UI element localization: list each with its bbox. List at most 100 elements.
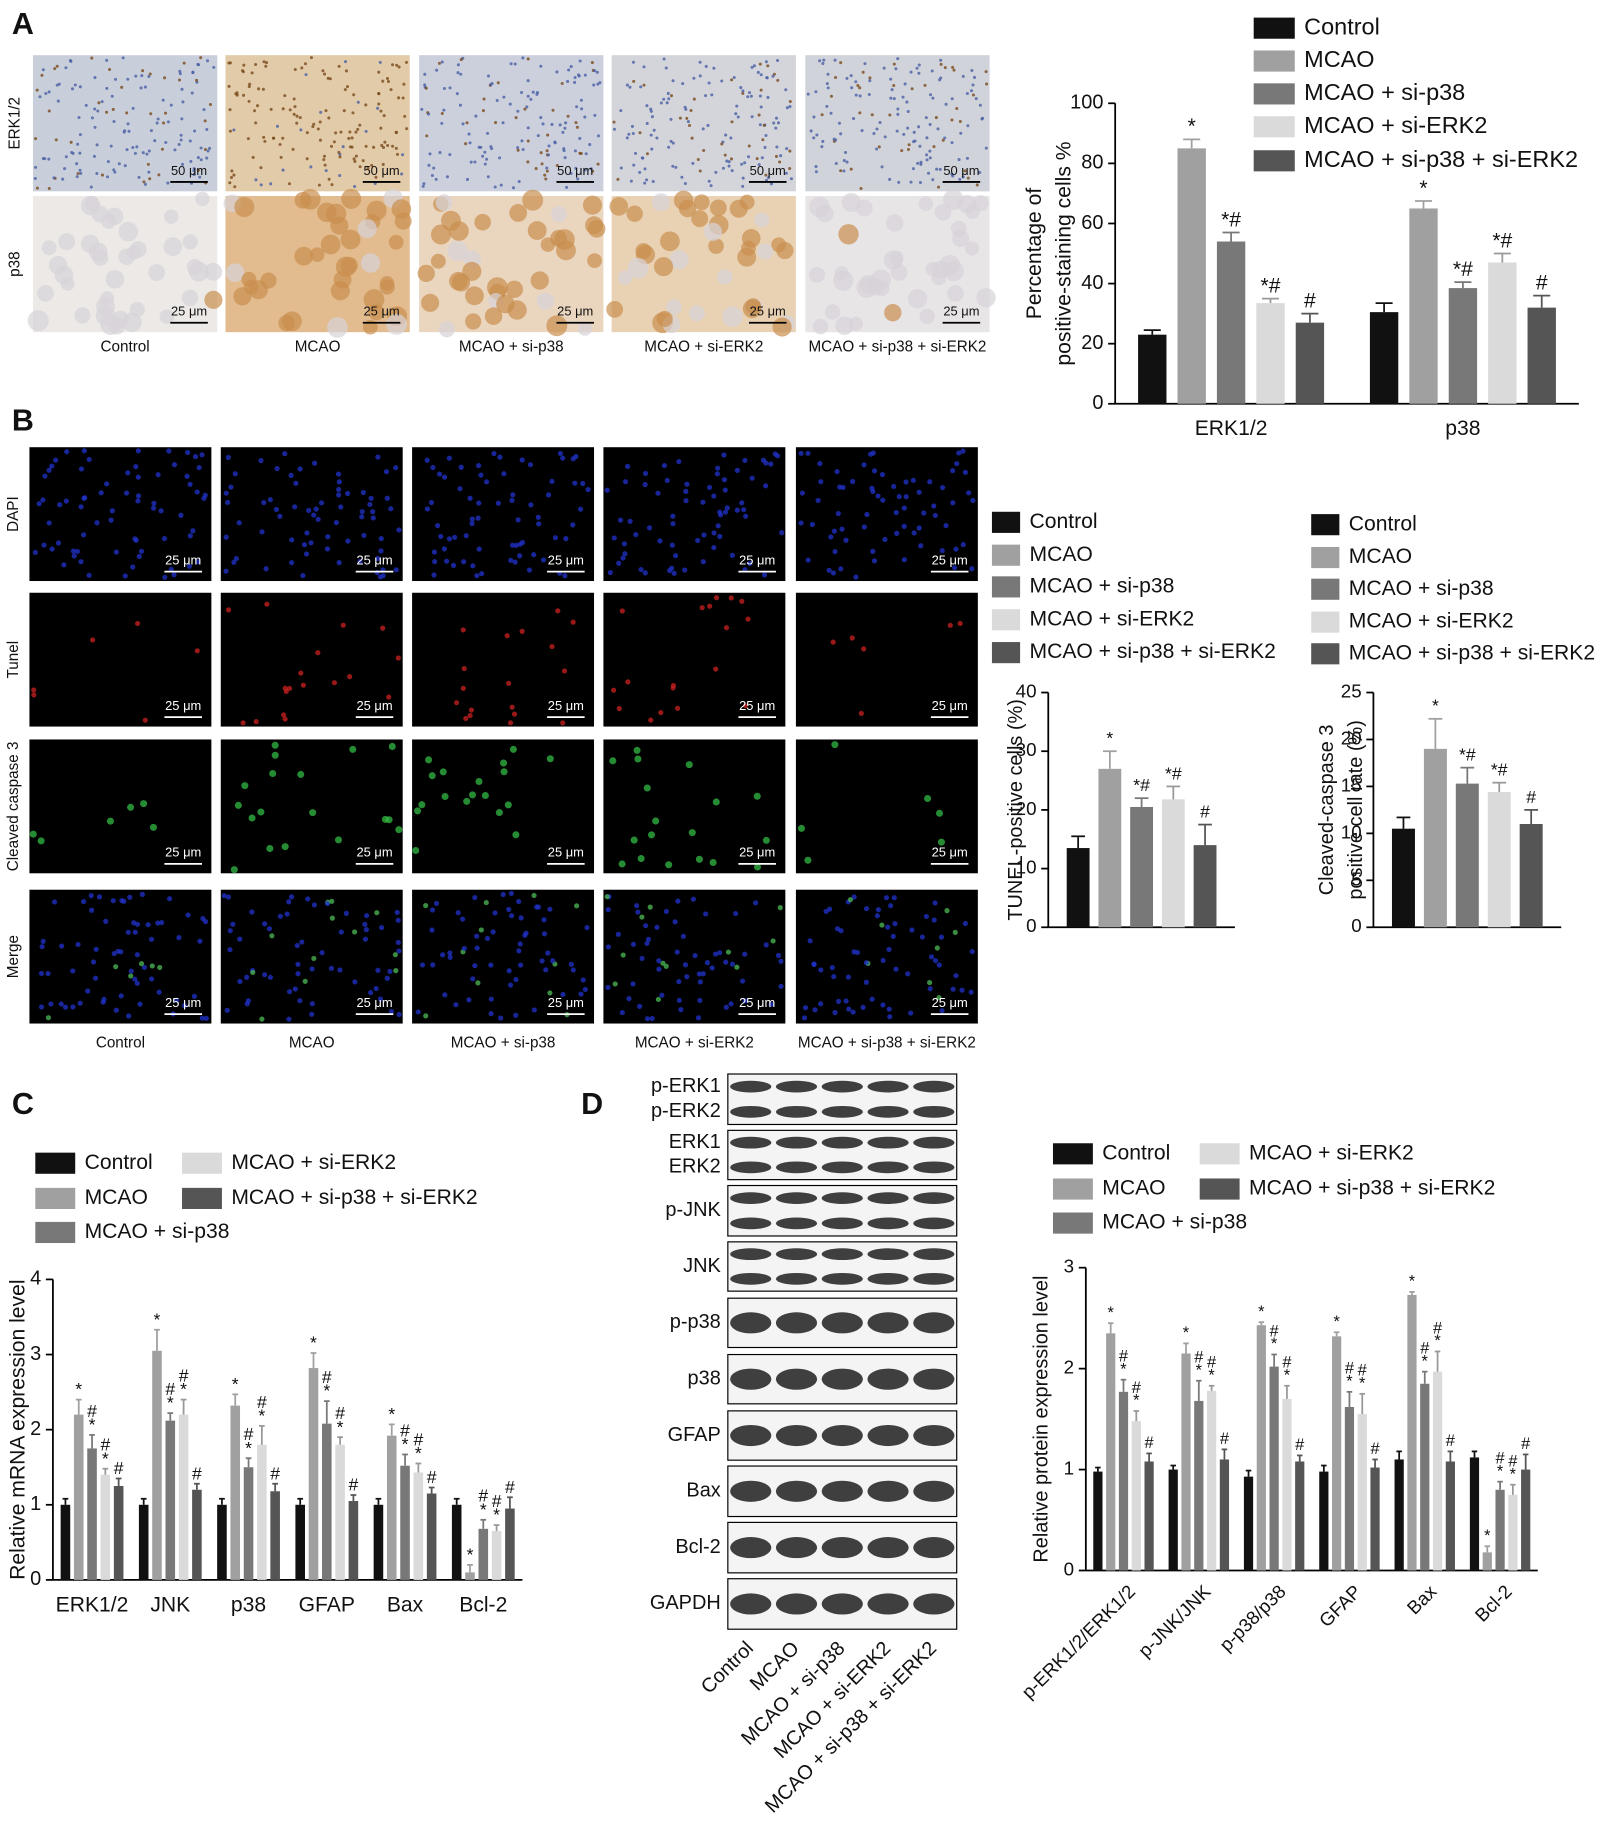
cell xyxy=(155,920,161,926)
micrograph xyxy=(220,592,403,727)
cell xyxy=(832,548,838,555)
cell xyxy=(393,567,399,573)
bar xyxy=(87,1448,97,1580)
cell xyxy=(304,530,310,536)
cell xyxy=(943,136,947,140)
cell xyxy=(850,86,854,90)
cell xyxy=(591,169,595,173)
cell xyxy=(169,103,173,107)
y-tick-label: 100 xyxy=(1070,92,1103,114)
cell xyxy=(641,156,645,160)
cell xyxy=(798,450,804,456)
cell xyxy=(583,168,587,172)
cell xyxy=(164,141,168,145)
bar xyxy=(400,1465,410,1580)
cell xyxy=(254,62,258,67)
cell xyxy=(980,116,985,120)
cell xyxy=(713,595,720,601)
cell xyxy=(195,559,201,565)
cell xyxy=(939,484,946,491)
cell xyxy=(529,97,533,101)
cell xyxy=(850,1009,856,1015)
cell xyxy=(628,85,632,89)
legend-label: MCAO xyxy=(1029,543,1092,566)
blot-band xyxy=(913,1368,955,1390)
cell xyxy=(106,817,114,825)
cell xyxy=(34,137,38,141)
cell xyxy=(921,510,927,516)
cell xyxy=(762,123,766,127)
cell xyxy=(182,234,198,250)
cell xyxy=(643,181,647,185)
cell xyxy=(139,891,145,897)
significance-mark: * xyxy=(1107,1304,1114,1322)
cell xyxy=(858,710,864,716)
cell xyxy=(932,512,938,519)
cell xyxy=(327,177,331,181)
cell xyxy=(470,563,476,569)
cell xyxy=(176,935,182,941)
cell xyxy=(459,58,463,62)
cell xyxy=(707,603,713,609)
cell xyxy=(414,807,422,815)
cell xyxy=(38,970,45,977)
significance-mark: * xyxy=(467,1544,474,1564)
cell xyxy=(884,303,902,322)
cell xyxy=(722,487,728,493)
cell xyxy=(861,70,865,74)
blot-band xyxy=(867,1217,909,1230)
cell xyxy=(203,1015,209,1022)
cell xyxy=(465,286,484,306)
cell xyxy=(156,989,162,995)
cell xyxy=(809,521,816,528)
cell xyxy=(607,569,613,576)
cell xyxy=(434,177,438,181)
cell xyxy=(725,159,729,163)
cell xyxy=(132,976,138,982)
bar xyxy=(1194,1400,1204,1571)
column-label: MCAO + si-ERK2 xyxy=(644,338,763,355)
cell xyxy=(645,152,649,156)
cell xyxy=(334,131,338,135)
significance-mark: # * xyxy=(1496,1450,1506,1481)
cell xyxy=(917,71,921,75)
bar xyxy=(1482,1552,1492,1571)
cell xyxy=(343,910,349,916)
cell xyxy=(55,64,59,68)
bar xyxy=(1219,1459,1230,1571)
cell xyxy=(639,85,643,89)
cell xyxy=(934,945,940,951)
cell xyxy=(871,468,878,474)
bar xyxy=(295,1504,305,1580)
cell xyxy=(391,199,412,219)
cell xyxy=(178,69,182,73)
cell xyxy=(444,558,450,564)
cell xyxy=(495,809,503,817)
cell xyxy=(379,109,383,113)
cell xyxy=(465,313,482,330)
cell xyxy=(299,128,303,132)
legend-swatch xyxy=(991,544,1021,566)
cell xyxy=(666,91,670,95)
cell xyxy=(303,551,310,557)
cell xyxy=(125,929,131,935)
cell xyxy=(562,149,566,153)
cell xyxy=(388,1008,394,1015)
cell xyxy=(729,199,748,218)
cell xyxy=(76,171,80,176)
cell xyxy=(357,558,363,565)
cell xyxy=(880,957,886,964)
cell xyxy=(950,468,956,474)
cell xyxy=(254,178,258,182)
cell xyxy=(266,926,273,932)
cell xyxy=(311,512,317,518)
cell xyxy=(395,917,401,923)
cell xyxy=(127,803,135,811)
cell xyxy=(826,567,832,573)
cell xyxy=(648,717,654,723)
cell xyxy=(330,183,334,187)
cell xyxy=(910,477,916,483)
cell xyxy=(438,151,442,155)
cell xyxy=(671,141,675,145)
blot-label: p38 xyxy=(688,1367,721,1389)
